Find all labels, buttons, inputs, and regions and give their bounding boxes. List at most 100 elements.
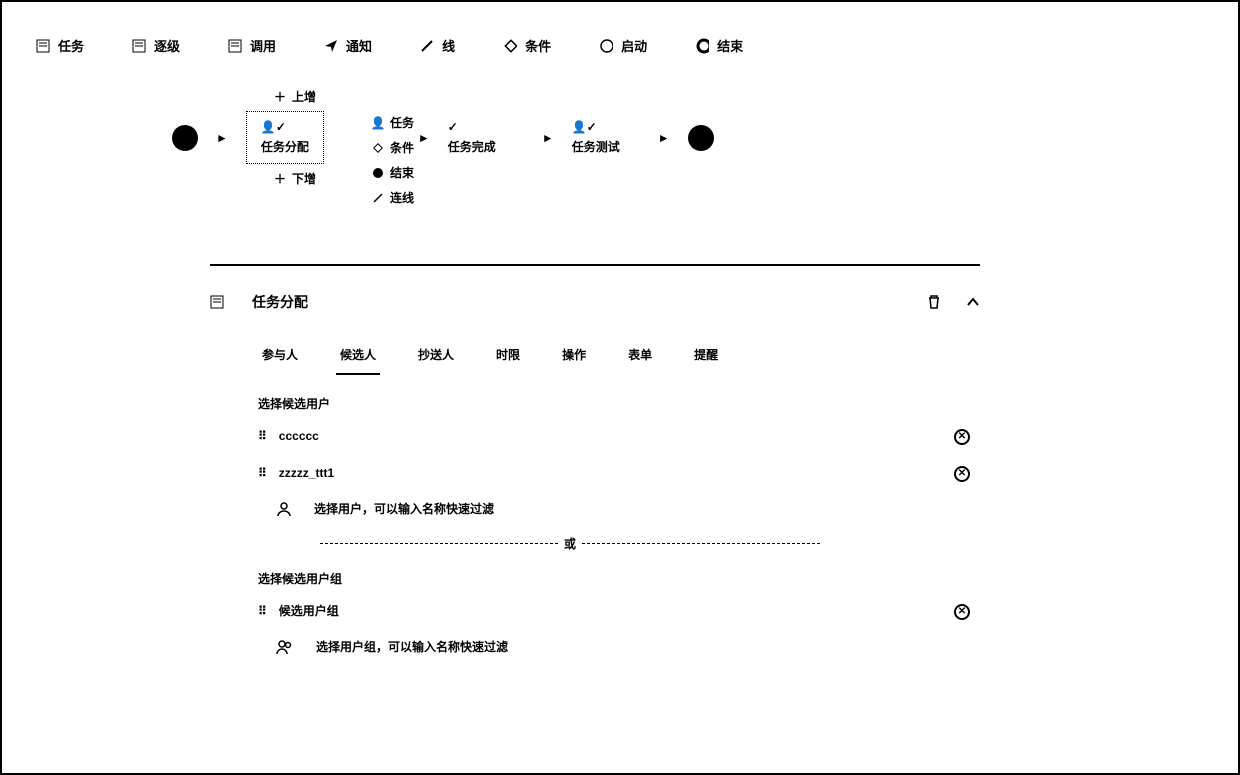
node-task-test-label: 任务测试 bbox=[572, 138, 620, 155]
toolbar-notify[interactable]: 通知 bbox=[324, 36, 372, 55]
panel-divider bbox=[210, 264, 980, 266]
plus-icon: ＋ bbox=[274, 88, 286, 105]
arrow-icon: ► bbox=[216, 131, 228, 145]
user-item[interactable]: ⠿ zzzzz_ttt1 ✕ bbox=[258, 463, 980, 482]
close-circle-icon: ✕ bbox=[954, 466, 970, 482]
arrow-icon: ► bbox=[418, 131, 430, 145]
tab-participant[interactable]: 参与人 bbox=[258, 340, 302, 375]
toolbar-end-label: 结束 bbox=[717, 36, 743, 55]
chevron-up-icon bbox=[966, 295, 980, 309]
or-label: 或 bbox=[558, 535, 582, 552]
tab-cc[interactable]: 抄送人 bbox=[414, 340, 458, 375]
doc-icon bbox=[210, 295, 224, 309]
section-groups: 选择候选用户组 ⠿ 候选用户组 ✕ 选择用户组，可以输入名称快速过滤 bbox=[258, 570, 980, 655]
arrow-icon: ► bbox=[658, 131, 670, 145]
remove-button[interactable]: ✕ bbox=[954, 463, 970, 482]
diamond-icon bbox=[503, 39, 517, 53]
group-picker-placeholder: 选择用户组，可以输入名称快速过滤 bbox=[316, 638, 508, 655]
toolbar-start[interactable]: 启动 bbox=[599, 36, 647, 55]
toolbar-call[interactable]: 调用 bbox=[228, 36, 276, 55]
arrow-icon: ► bbox=[542, 131, 554, 145]
toolbar-end[interactable]: 结束 bbox=[695, 36, 743, 55]
drag-icon[interactable]: ⠿ bbox=[258, 466, 267, 480]
node-task-done-label: 任务完成 bbox=[448, 138, 496, 155]
group-item-label: 候选用户组 bbox=[279, 602, 339, 619]
add-bottom-label: 下增 bbox=[292, 170, 316, 187]
toolbar-condition-label: 条件 bbox=[525, 36, 551, 55]
panel-header: 任务分配 bbox=[210, 292, 980, 312]
tab-deadline[interactable]: 时限 bbox=[492, 340, 524, 375]
user-item-label: cccccc bbox=[279, 429, 319, 443]
trash-icon bbox=[926, 294, 942, 310]
add-bottom-button[interactable]: ＋ 下增 bbox=[274, 170, 714, 187]
user-check-icon: 👤✓ bbox=[261, 120, 286, 134]
node-task-done[interactable]: ✓ 任务完成 bbox=[448, 120, 496, 155]
toolbar-condition[interactable]: 条件 bbox=[503, 36, 551, 55]
close-circle-icon: ✕ bbox=[954, 604, 970, 620]
node-task-assign[interactable]: 👤✓ 任务分配 bbox=[246, 111, 324, 164]
section-users-title: 选择候选用户 bbox=[258, 395, 980, 412]
tab-candidate[interactable]: 候选人 bbox=[336, 340, 380, 375]
or-divider: 或 bbox=[320, 535, 820, 552]
toolbar-escalate[interactable]: 逐级 bbox=[132, 36, 180, 55]
end-node[interactable] bbox=[688, 125, 714, 151]
tab-action[interactable]: 操作 bbox=[558, 340, 590, 375]
toolbar-notify-label: 通知 bbox=[346, 36, 372, 55]
user-check-icon: 👤✓ bbox=[572, 120, 597, 134]
node-task-assign-label: 任务分配 bbox=[261, 138, 309, 155]
toolbar-line[interactable]: 线 bbox=[420, 36, 455, 55]
close-circle-icon: ✕ bbox=[954, 429, 970, 445]
person-icon bbox=[276, 501, 292, 517]
user-picker[interactable]: 选择用户，可以输入名称快速过滤 bbox=[276, 500, 980, 517]
people-icon bbox=[276, 639, 294, 655]
ctx-task[interactable]: 👤任务 bbox=[372, 114, 414, 131]
plus-icon: ＋ bbox=[274, 170, 286, 187]
add-top-button[interactable]: ＋ 上增 bbox=[274, 88, 714, 105]
drag-icon[interactable]: ⠿ bbox=[258, 429, 267, 443]
drag-icon[interactable]: ⠿ bbox=[258, 604, 267, 618]
user-icon: 👤 bbox=[372, 117, 384, 129]
user-item[interactable]: ⠿ cccccc ✕ bbox=[258, 426, 980, 445]
send-icon bbox=[324, 39, 338, 53]
toolbar-call-label: 调用 bbox=[250, 36, 276, 55]
toolbar-task-label: 任务 bbox=[58, 36, 84, 55]
group-item[interactable]: ⠿ 候选用户组 ✕ bbox=[258, 601, 980, 620]
circle-icon bbox=[599, 39, 613, 53]
panel-tabs: 参与人 候选人 抄送人 时限 操作 表单 提醒 bbox=[258, 340, 980, 375]
ctx-connect[interactable]: 连线 bbox=[372, 189, 414, 206]
line-icon bbox=[372, 192, 384, 204]
user-check-icon: ✓ bbox=[448, 120, 458, 134]
panel-title: 任务分配 bbox=[252, 292, 308, 312]
remove-button[interactable]: ✕ bbox=[954, 426, 970, 445]
doc-icon bbox=[132, 39, 146, 53]
remove-button[interactable]: ✕ bbox=[954, 601, 970, 620]
user-item-label: zzzzz_ttt1 bbox=[279, 466, 334, 480]
collapse-button[interactable] bbox=[966, 295, 980, 309]
toolbar: 任务 逐级 调用 通知 线 条件 启动 结束 bbox=[36, 36, 743, 55]
add-top-label: 上增 bbox=[292, 88, 316, 105]
doc-icon bbox=[36, 39, 50, 53]
toolbar-escalate-label: 逐级 bbox=[154, 36, 180, 55]
properties-panel: 任务分配 参与人 候选人 抄送人 时限 操作 表单 提醒 选择候选用户 ⠿ cc… bbox=[210, 264, 980, 673]
ctx-condition[interactable]: 条件 bbox=[372, 139, 414, 156]
toolbar-task[interactable]: 任务 bbox=[36, 36, 84, 55]
delete-button[interactable] bbox=[926, 294, 942, 310]
line-icon bbox=[420, 39, 434, 53]
dot-icon bbox=[372, 167, 384, 179]
tab-form[interactable]: 表单 bbox=[624, 340, 656, 375]
circle-bold-icon bbox=[695, 39, 709, 53]
doc-icon bbox=[228, 39, 242, 53]
node-task-test[interactable]: 👤✓ 任务测试 bbox=[572, 120, 620, 155]
tab-remind[interactable]: 提醒 bbox=[690, 340, 722, 375]
section-users: 选择候选用户 ⠿ cccccc ✕ ⠿ zzzzz_ttt1 ✕ 选择用户，可以… bbox=[258, 395, 980, 517]
toolbar-line-label: 线 bbox=[442, 36, 455, 55]
diamond-icon bbox=[372, 142, 384, 154]
flow-canvas[interactable]: ＋ 上增 ► 👤✓ 任务分配 ► ✓ 任务完成 ► 👤✓ 任务测试 ► ＋ 下增… bbox=[172, 88, 714, 187]
ctx-end[interactable]: 结束 bbox=[372, 164, 414, 181]
node-context-menu: 👤任务 条件 结束 连线 bbox=[372, 114, 414, 206]
toolbar-start-label: 启动 bbox=[621, 36, 647, 55]
group-picker[interactable]: 选择用户组，可以输入名称快速过滤 bbox=[276, 638, 980, 655]
start-node[interactable] bbox=[172, 125, 198, 151]
user-picker-placeholder: 选择用户，可以输入名称快速过滤 bbox=[314, 500, 494, 517]
flow-row: ► 👤✓ 任务分配 ► ✓ 任务完成 ► 👤✓ 任务测试 ► bbox=[172, 111, 714, 164]
